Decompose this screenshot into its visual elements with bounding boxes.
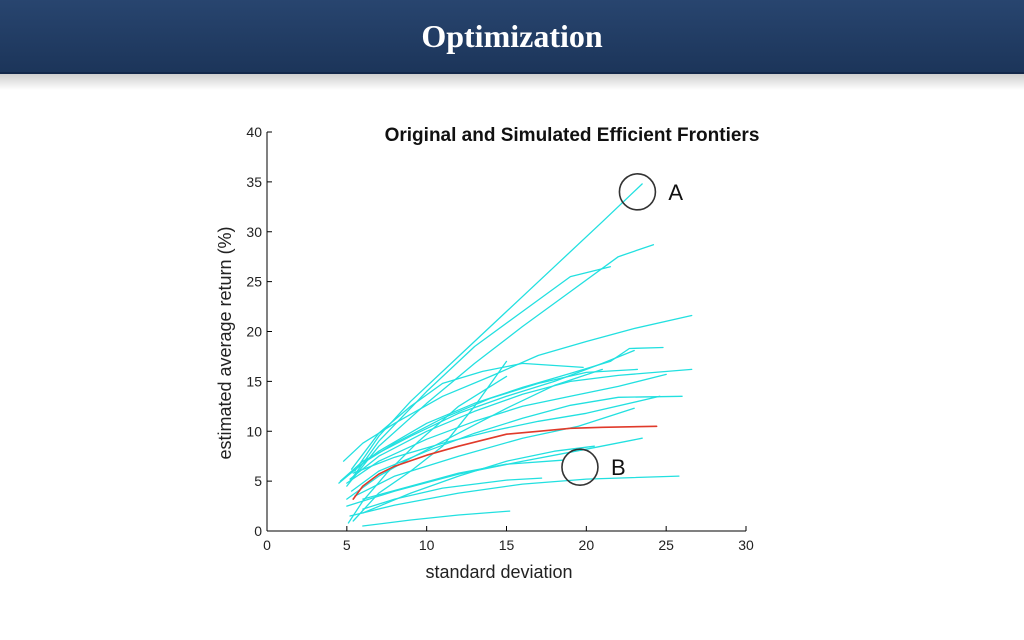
simulated-frontier-line-10 xyxy=(354,407,635,497)
simulated-frontier-line-3 xyxy=(346,244,655,487)
simulated-frontier-line-20 xyxy=(338,368,639,484)
y-tick-label: 5 xyxy=(254,473,262,489)
y-tick-label: 20 xyxy=(246,324,262,340)
simulated-frontier-line-11 xyxy=(352,395,661,474)
annotation-circle-a xyxy=(618,173,657,211)
y-tick-label: 40 xyxy=(246,124,262,140)
x-tick-label: 20 xyxy=(579,537,595,553)
banner-shadow xyxy=(0,74,1024,90)
annotation-layer: AB xyxy=(561,173,683,486)
simulated-frontier-line-22 xyxy=(362,477,543,510)
axes-layer: 0 5 10 15 20 25 30 0 5 10 15 20 25 30 35 40 xyxy=(246,124,754,553)
x-axis-label: standard deviation xyxy=(425,562,572,582)
y-axis-label: estimated average return (%) xyxy=(215,226,235,459)
y-tick-label: 30 xyxy=(246,224,262,240)
x-tick-label: 0 xyxy=(263,537,271,553)
annotation-label-b: B xyxy=(611,455,626,480)
simulated-frontier-line-15 xyxy=(347,375,508,524)
simulated-frontier-line-19 xyxy=(362,459,564,500)
x-tick-label: 30 xyxy=(738,537,754,553)
simulated-frontier-line-9 xyxy=(350,395,683,492)
x-tick-label: 5 xyxy=(343,537,351,553)
simulated-frontier-line-2 xyxy=(349,266,611,482)
simulated-frontier-line-18 xyxy=(362,510,511,527)
title-banner xyxy=(0,0,1024,74)
series-layer xyxy=(338,183,693,527)
annotation-label-a: A xyxy=(668,180,683,205)
y-tick-label: 15 xyxy=(246,373,262,389)
original-frontier-line xyxy=(352,425,658,500)
simulated-frontier-line-13 xyxy=(349,475,680,517)
y-tick-label: 35 xyxy=(246,174,262,190)
figure-panel xyxy=(157,90,889,610)
x-tick-label: 10 xyxy=(419,537,435,553)
simulated-frontier-line-16 xyxy=(346,368,603,500)
simulated-frontier-line-8 xyxy=(346,373,667,484)
simulated-frontier-line-21 xyxy=(350,362,584,470)
y-tick-label: 10 xyxy=(246,423,262,439)
y-tick-label: 25 xyxy=(246,274,262,290)
simulated-frontier-line-5 xyxy=(346,346,664,477)
y-tick-label: 0 xyxy=(254,523,262,539)
simulated-frontier-line-4 xyxy=(342,314,693,462)
x-tick-label: 25 xyxy=(658,537,674,553)
chart-title: Original and Simulated Efficient Frontie… xyxy=(385,125,760,146)
annotation-circle-b xyxy=(561,448,599,486)
simulated-frontier-line-7 xyxy=(349,368,693,480)
slide-title: Optimization xyxy=(421,18,603,54)
simulated-frontier-line-14 xyxy=(352,360,508,522)
simulated-frontier-line-6 xyxy=(339,349,635,482)
x-tick-label: 15 xyxy=(499,537,515,553)
